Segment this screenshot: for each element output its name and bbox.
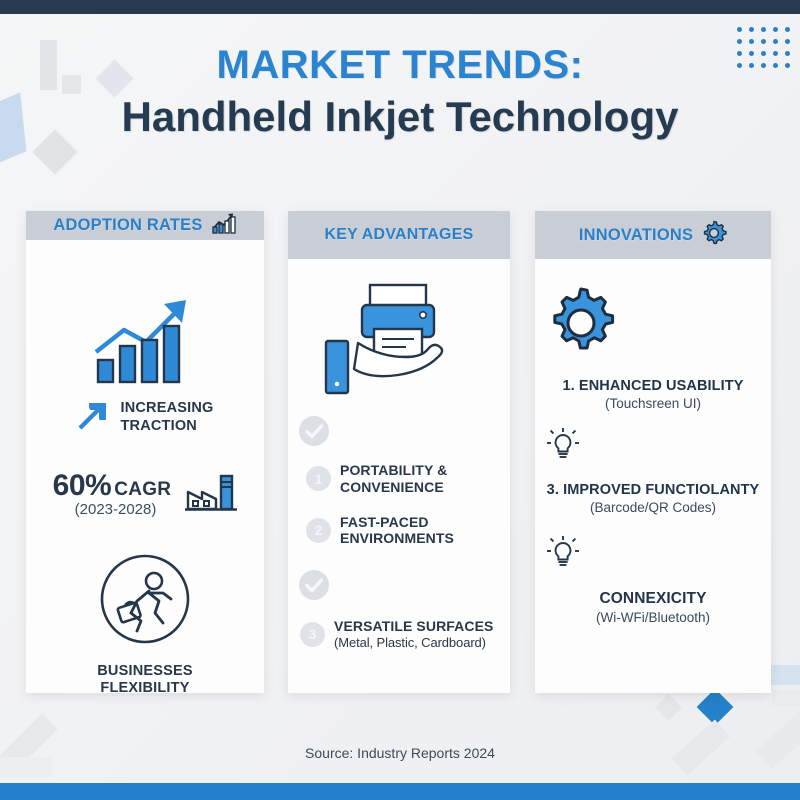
gear-icon (701, 220, 727, 251)
advantage-label: FAST-PACED ENVIRONMENTS (340, 513, 454, 547)
panel-body-key-advantages: 1 PORTABILITY & CONVENIENCE 2 FAST-PACED… (288, 259, 510, 693)
item-number-badge: 3 (300, 621, 325, 647)
page-title: MARKET TRENDS: Handheld Inkjet Technolog… (0, 40, 800, 145)
increasing-traction-label: INCREASING TRACTION (120, 400, 214, 434)
advantage-label: PORTABILITY & CONVENIENCE (340, 462, 448, 495)
running-businessperson-icon (97, 551, 193, 647)
decorative-slab (772, 690, 800, 706)
innovation-sub-2: (Barcode/QR Codes) (589, 500, 717, 515)
panel-header-label: ADOPTION RATES (53, 216, 203, 234)
cagr-value-row: 60% CAGR (53, 471, 172, 501)
hand-holding-printer-icon (318, 281, 480, 401)
innovation-title-2: 3. IMPROVED FUNCTIOLANTY (546, 482, 760, 498)
bottom-accent-bar (0, 783, 800, 800)
lightbulb-icon (545, 427, 761, 468)
title-subtitle: Handheld Inkjet Technology (121, 93, 679, 140)
gear-icon (545, 287, 761, 364)
increasing-traction-block: INCREASING TRACTION (36, 398, 254, 437)
lightbulb-icon (545, 535, 761, 576)
decorative-slab (0, 757, 52, 777)
panel-body-adoption-rates: INCREASING TRACTION 60% CAGR (2023-2028) (26, 240, 264, 698)
source-note: Source: Industry Reports 2024 (305, 745, 495, 761)
cagr-period: (2023-2028) (74, 501, 157, 518)
advantage-sublabel: (Metal, Plastic, Cardboard) (334, 634, 486, 650)
panel-header-label: INNOVATIONS (578, 225, 694, 244)
advantage-item-2: 2 FAST-PACED ENVIRONMENTS (298, 514, 500, 548)
item-number-badge: 1 (306, 466, 331, 492)
panel-header-innovations: INNOVATIONS (535, 211, 771, 259)
title-main: MARKET TRENDS: (216, 43, 584, 87)
check-circle-icon (298, 415, 500, 452)
advantage-item-3: 3 VERSATILE SURFACES (Metal, Plastic, Ca… (298, 618, 500, 650)
dot-grid-icon (737, 27, 797, 75)
top-accent-bar (0, 0, 800, 14)
decorative-square (62, 75, 81, 94)
check-circle-icon (298, 569, 500, 606)
panel-header-key-advantages: KEY ADVANTAGES (288, 211, 510, 259)
panel-innovations: INNOVATIONS 1. ENHANCED USABILITY (Touch… (535, 211, 771, 693)
factory-icon (185, 472, 238, 517)
cagr-label: CAGR (114, 479, 172, 500)
cagr-block: 60% CAGR (2023-2028) (36, 471, 254, 517)
panel-adoption-rates: ADOPTION RATES (26, 211, 264, 696)
advantage-label: VERSATILE SURFACES (Metal, Plastic, Card… (334, 618, 494, 650)
bar-chart-arrow-icon (90, 298, 200, 384)
innovation-title-1: 1. ENHANCED USABILITY (562, 378, 744, 394)
panel-key-advantages: KEY ADVANTAGES (288, 211, 510, 693)
advantage-item-1: 1 PORTABILITY & CONVENIENCE (298, 462, 500, 496)
cagr-value: 60% (52, 469, 112, 502)
arrow-up-right-icon (76, 398, 110, 437)
item-number-badge: 2 (306, 517, 331, 543)
decorative-rectangle (40, 40, 57, 90)
innovation-title-3: CONNEXICITY (599, 590, 707, 607)
bar-chart-growth-icon (211, 211, 237, 240)
innovation-sub-3: (Wi-WFi/Bluetooth) (595, 610, 710, 625)
decorative-slab (764, 665, 800, 685)
panel-header-adoption-rates: ADOPTION RATES (26, 211, 264, 240)
panel-header-label: KEY ADVANTAGES (324, 226, 474, 243)
panel-body-innovations: 1. ENHANCED USABILITY (Touchsreen UI) 3.… (535, 259, 771, 693)
decorative-gray-diamond (655, 694, 682, 721)
innovation-sub-1: (Touchsreen UI) (604, 396, 702, 411)
businesses-flexibility-label: BUSINESSES FLEXIBILITY (97, 663, 193, 697)
